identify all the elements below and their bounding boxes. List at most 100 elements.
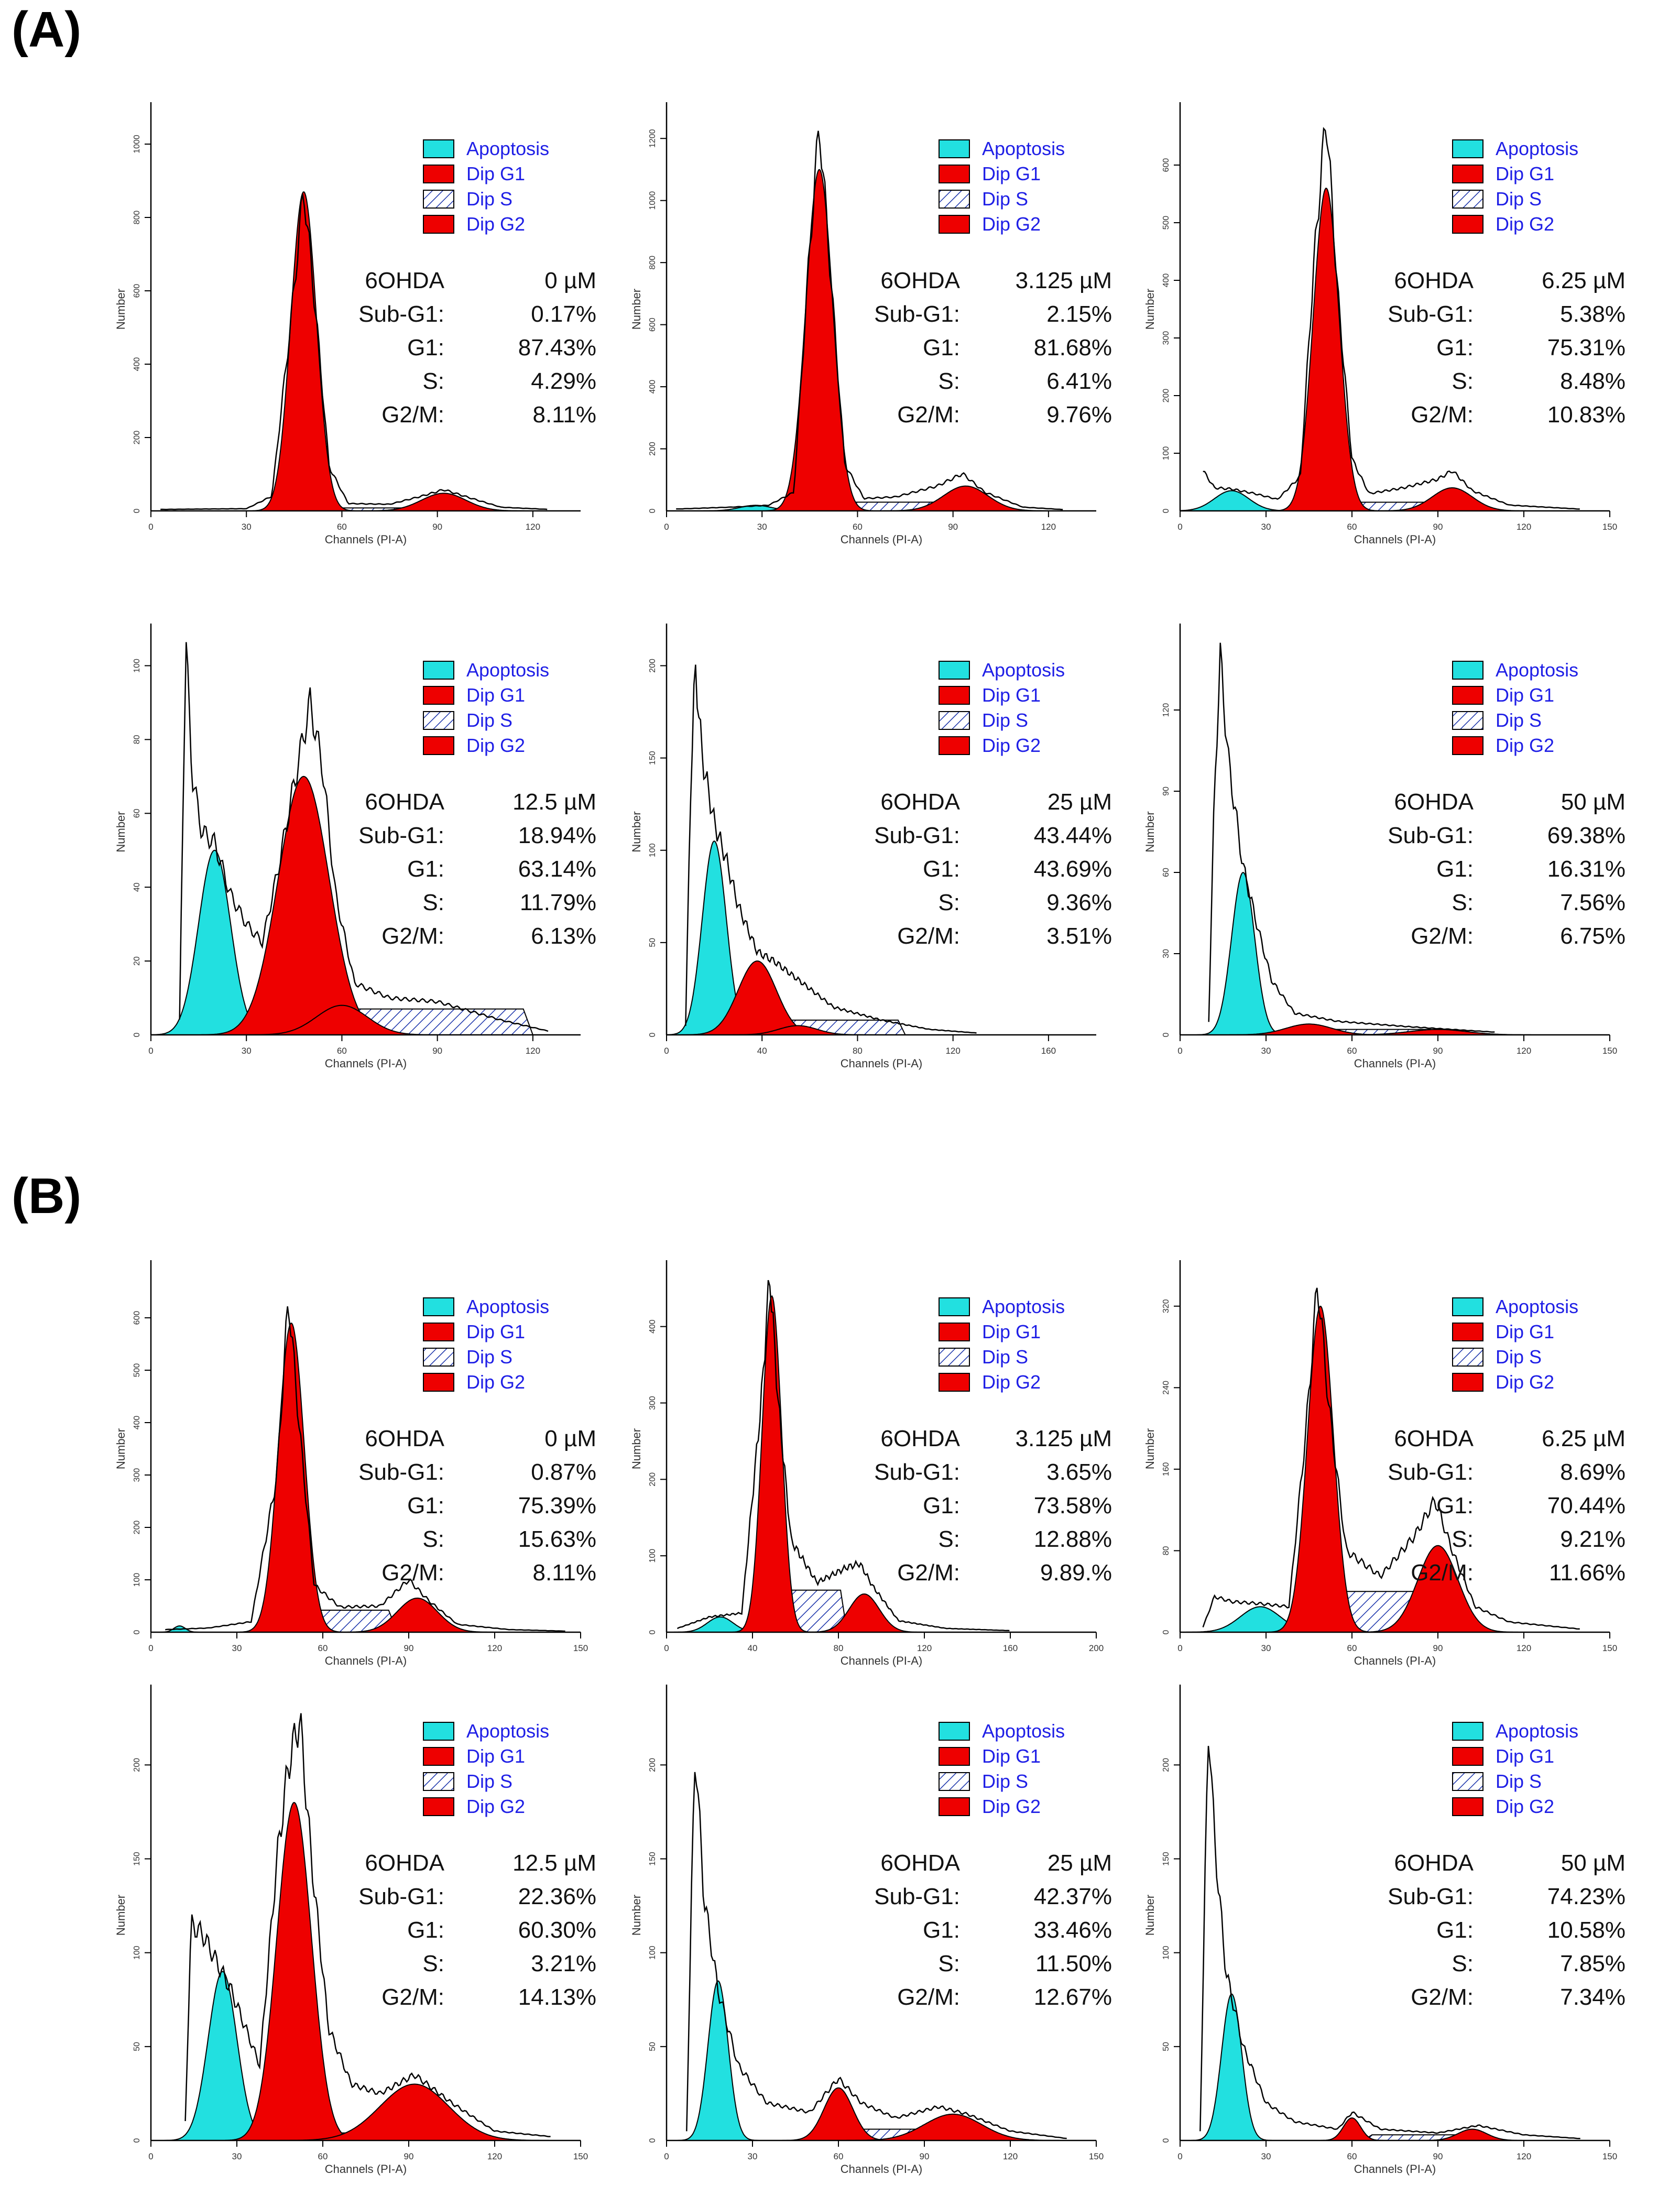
legend-swatch-dip-s bbox=[423, 190, 454, 209]
stat-g2m-value: 9.76% bbox=[1046, 402, 1112, 428]
histogram-outline bbox=[179, 642, 549, 1032]
y-tick-label: 400 bbox=[648, 1319, 657, 1334]
histogram-outline bbox=[686, 1772, 1067, 2139]
chart-panel-b3: 0 30 60 90 120 150 80 160 240 320 0 Channels (PI-A)… bbox=[1143, 1260, 1626, 1667]
legend-label: Dip G1 bbox=[982, 1321, 1041, 1342]
y-axis-label: Number bbox=[114, 811, 127, 852]
stat-s-label: S: bbox=[1452, 1526, 1474, 1552]
stat-treatment: 6OHDA bbox=[1394, 789, 1474, 815]
histogram-outline bbox=[676, 130, 1063, 510]
legend-swatch-apoptosis bbox=[423, 1297, 454, 1316]
stat-g1-value: 75.39% bbox=[518, 1493, 596, 1518]
legend-label: Dip G2 bbox=[982, 1796, 1041, 1817]
stat-s-label: S: bbox=[422, 1951, 444, 1976]
stat-s-label: S: bbox=[422, 1526, 444, 1552]
stat-sub-g1-value: 42.37% bbox=[1034, 1884, 1112, 1909]
x-tick-label: 0 bbox=[148, 1643, 153, 1653]
legend-label: Dip S bbox=[466, 1771, 512, 1792]
stat-g1-value: 33.46% bbox=[1034, 1917, 1112, 1943]
y-tick-label: 600 bbox=[1162, 158, 1171, 172]
legend-label: Dip G1 bbox=[466, 684, 525, 706]
x-tick-label: 120 bbox=[945, 1046, 960, 1056]
legend-swatch-dip-g1 bbox=[423, 165, 454, 183]
y-tick-label: 0 bbox=[1162, 1032, 1171, 1037]
legend-swatch-apoptosis bbox=[939, 139, 970, 158]
legend-label: Dip S bbox=[466, 709, 512, 731]
histogram-outline bbox=[165, 1306, 565, 1632]
stat-s-value: 7.85% bbox=[1560, 1951, 1626, 1976]
histogram-outline bbox=[1203, 127, 1580, 510]
stat-s-value: 11.50% bbox=[1035, 1951, 1112, 1976]
stat-sub-g1-label: Sub-G1: bbox=[358, 1459, 444, 1485]
stat-dose: 6.25 µM bbox=[1542, 268, 1626, 293]
y-tick-label: 50 bbox=[648, 938, 657, 947]
legend-swatch-dip-g1 bbox=[1452, 686, 1483, 705]
stat-dose: 12.5 µM bbox=[512, 789, 596, 815]
x-tick-label: 200 bbox=[1089, 1643, 1104, 1653]
legend-swatch-apoptosis bbox=[939, 661, 970, 680]
stat-dose: 3.125 µM bbox=[1016, 268, 1112, 293]
legend-swatch-dip-g2 bbox=[939, 736, 970, 755]
stat-g1-label: G1: bbox=[923, 1917, 960, 1943]
stat-sub-g1-label: Sub-G1: bbox=[358, 301, 444, 327]
legend-label: Dip G1 bbox=[1496, 684, 1554, 706]
legend-label: Apoptosis bbox=[982, 1720, 1065, 1742]
legend-swatch-apoptosis bbox=[423, 1722, 454, 1741]
stat-treatment: 6OHDA bbox=[880, 789, 960, 815]
dip-g1-peak bbox=[1268, 1305, 1372, 1633]
apoptosis-peak bbox=[1191, 1993, 1273, 2141]
stat-treatment: 6OHDA bbox=[365, 1426, 444, 1451]
y-tick-label: 400 bbox=[133, 1416, 141, 1430]
stat-g2m-label: G2/M: bbox=[1411, 1560, 1474, 1586]
x-axis-label: Channels (PI-A) bbox=[1354, 1654, 1436, 1667]
legend-label: Dip G2 bbox=[982, 213, 1041, 235]
x-tick-label: 30 bbox=[232, 1643, 242, 1653]
y-axis-label: Number bbox=[1143, 1895, 1157, 1936]
y-tick-label: 200 bbox=[648, 1758, 657, 1772]
legend-swatch-dip-s bbox=[939, 711, 970, 730]
y-tick-label: 200 bbox=[133, 431, 141, 445]
y-tick-label: 100 bbox=[133, 1946, 141, 1960]
x-tick-label: 150 bbox=[1089, 2151, 1104, 2161]
legend-swatch-dip-g2 bbox=[939, 1373, 970, 1392]
legend-label: Dip G2 bbox=[466, 735, 525, 756]
dip-g1-peak bbox=[239, 1323, 343, 1633]
y-tick-label: 30 bbox=[1162, 949, 1171, 958]
legend-swatch-dip-g1 bbox=[423, 1747, 454, 1766]
stat-s-value: 6.41% bbox=[1046, 368, 1112, 394]
stat-s-label: S: bbox=[1452, 368, 1474, 394]
x-tick-label: 60 bbox=[1347, 1046, 1357, 1056]
y-tick-label: 60 bbox=[133, 809, 141, 818]
x-tick-label: 120 bbox=[1041, 522, 1056, 532]
x-tick-label: 0 bbox=[148, 2151, 153, 2161]
stat-sub-g1-value: 2.15% bbox=[1046, 301, 1112, 327]
stat-g2m-value: 14.13% bbox=[518, 1984, 596, 2010]
x-tick-label: 120 bbox=[1517, 2151, 1531, 2161]
stat-g2m-label: G2/M: bbox=[897, 1984, 960, 2010]
y-tick-label: 0 bbox=[1162, 2138, 1171, 2143]
chart-panel-b6: 0 30 60 90 120 150 50 100 150 200 0 Channels (PI-A)… bbox=[1143, 1685, 1626, 2176]
y-tick-label: 0 bbox=[648, 2138, 657, 2143]
legend-swatch-dip-s bbox=[423, 711, 454, 730]
x-tick-label: 90 bbox=[404, 1643, 414, 1653]
y-tick-label: 500 bbox=[133, 1363, 141, 1378]
stat-g1-label: G1: bbox=[407, 856, 444, 882]
y-tick-label: 600 bbox=[648, 318, 657, 332]
stat-treatment: 6OHDA bbox=[1394, 1850, 1474, 1876]
legend-swatch-apoptosis bbox=[1452, 139, 1483, 158]
y-tick-label: 200 bbox=[648, 659, 657, 673]
stat-sub-g1-label: Sub-G1: bbox=[1388, 1459, 1474, 1485]
y-tick-label: 800 bbox=[133, 211, 141, 225]
x-axis-label: Channels (PI-A) bbox=[841, 533, 923, 546]
stat-dose: 0 µM bbox=[544, 268, 596, 293]
x-tick-label: 30 bbox=[1261, 2151, 1271, 2161]
legend-label: Apoptosis bbox=[982, 138, 1065, 159]
histogram-outline bbox=[1208, 642, 1495, 1033]
stat-s-label: S: bbox=[938, 890, 960, 915]
stat-sub-g1-value: 0.17% bbox=[531, 301, 596, 327]
stat-sub-g1-label: Sub-G1: bbox=[874, 1459, 960, 1485]
x-axis-label: Channels (PI-A) bbox=[325, 2162, 407, 2176]
x-tick-label: 60 bbox=[1347, 2151, 1357, 2161]
stat-g1-value: 43.69% bbox=[1034, 856, 1112, 882]
dip-g2-peak bbox=[240, 1004, 444, 1035]
